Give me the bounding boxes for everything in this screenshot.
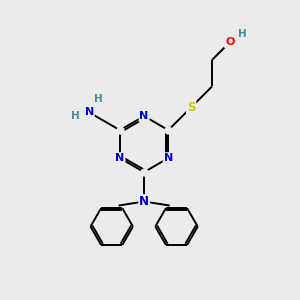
- Text: S: S: [187, 101, 196, 114]
- Text: O: O: [225, 37, 234, 47]
- Text: N: N: [164, 153, 173, 163]
- Text: N: N: [85, 107, 94, 118]
- Text: N: N: [139, 195, 149, 208]
- Text: H: H: [238, 29, 247, 39]
- Text: H: H: [94, 94, 103, 104]
- Text: N: N: [115, 153, 124, 163]
- Text: H: H: [71, 111, 80, 121]
- Text: N: N: [140, 111, 149, 121]
